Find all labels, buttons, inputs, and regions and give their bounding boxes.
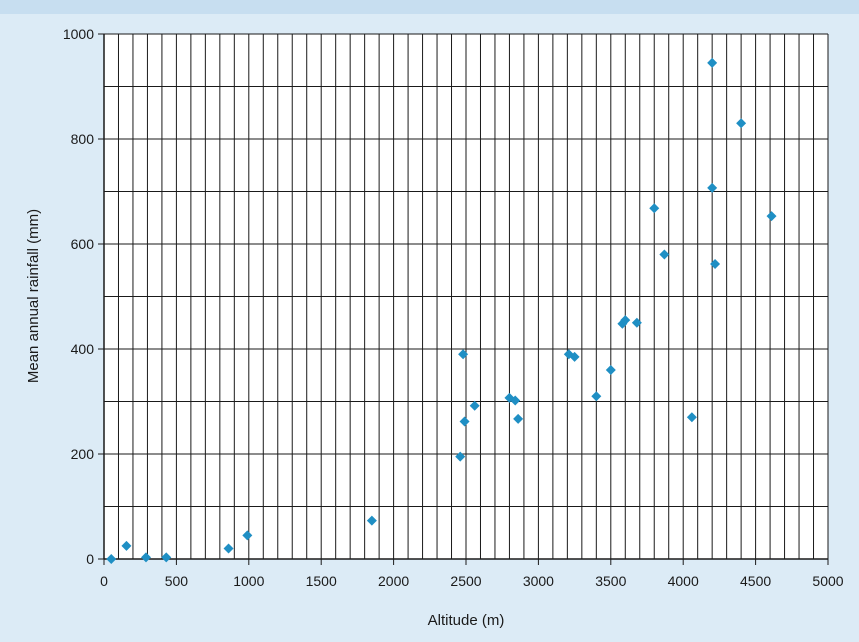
data-point (649, 203, 660, 214)
data-point (707, 182, 718, 193)
y-tick-label: 0 (86, 551, 94, 567)
x-tick-label: 2000 (378, 573, 409, 589)
data-point (140, 552, 151, 563)
y-tick-label: 600 (71, 236, 95, 252)
data-point (686, 412, 697, 423)
data-point (631, 317, 642, 328)
x-tick-label: 4000 (668, 573, 699, 589)
y-axis-title: Mean annual rainfall (mm) (25, 209, 42, 383)
data-point (459, 416, 470, 427)
x-tick-label: 0 (100, 573, 108, 589)
data-point (121, 540, 132, 551)
data-point (591, 391, 602, 402)
data-point (569, 351, 580, 362)
y-tick-label: 200 (71, 446, 95, 462)
data-point (469, 400, 480, 411)
data-point (605, 365, 616, 375)
data-point (736, 118, 747, 129)
data-points (106, 57, 777, 564)
data-point (242, 530, 253, 541)
data-point (366, 515, 377, 526)
data-point (455, 451, 466, 462)
data-point (161, 552, 172, 563)
x-tick-label: 3000 (523, 573, 554, 589)
x-tick-label: 1500 (306, 573, 337, 589)
x-axis-title: Altitude (m) (428, 612, 505, 629)
data-point (707, 57, 718, 68)
y-tick-label: 1000 (63, 26, 94, 42)
grid (104, 34, 828, 559)
x-tick-label: 1000 (233, 573, 264, 589)
y-tick-label: 400 (71, 341, 95, 357)
data-point (710, 258, 721, 269)
x-tick-label: 2500 (450, 573, 481, 589)
top-band (0, 0, 859, 14)
data-point (513, 413, 524, 424)
x-tick-label: 500 (165, 573, 189, 589)
y-tick-label: 800 (71, 131, 95, 147)
data-point (620, 315, 631, 326)
data-point (766, 211, 777, 222)
data-point (458, 349, 469, 360)
axes (103, 33, 829, 560)
data-point (223, 543, 234, 554)
x-tick-label: 5000 (812, 573, 843, 589)
y-tick-labels: 0 200 400 600 800 1000 (63, 26, 104, 567)
data-point (659, 249, 670, 260)
data-point (106, 554, 117, 564)
x-tick-labels: 0 500 1000 1500 2000 2500 3000 3500 4000 4500 5000 (100, 559, 844, 589)
x-tick-label: 4500 (740, 573, 771, 589)
x-tick-label: 3500 (595, 573, 626, 589)
data-point (510, 395, 521, 406)
